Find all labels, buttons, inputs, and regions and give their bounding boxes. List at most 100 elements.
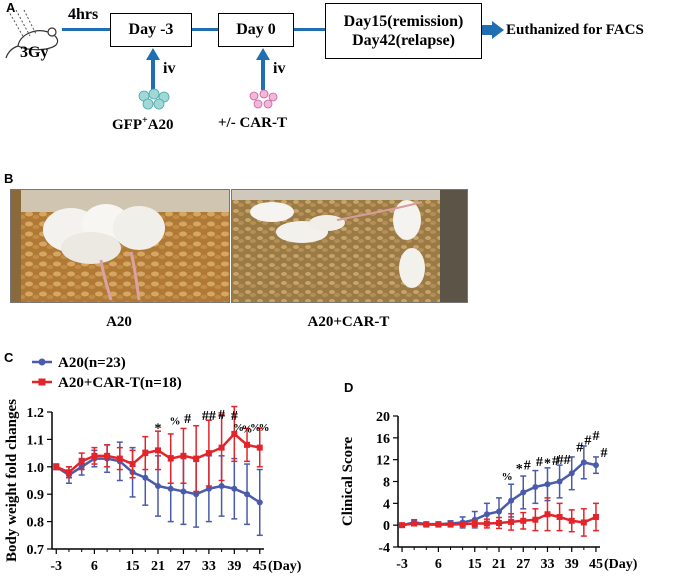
y-tick-label: 20 bbox=[376, 410, 390, 425]
data-point bbox=[155, 482, 161, 489]
x-tick-label: 33 bbox=[540, 557, 554, 572]
step-day15-42: Day15(remission) Day42(relapse) bbox=[325, 3, 482, 59]
data-point bbox=[544, 481, 551, 488]
legend-label-1: A20(n=23) bbox=[58, 355, 126, 371]
data-point bbox=[193, 491, 200, 498]
significance-mark: % bbox=[233, 422, 244, 434]
x-tick-label: 45 bbox=[589, 557, 603, 572]
data-point bbox=[205, 450, 212, 457]
legend-marker bbox=[38, 358, 46, 366]
data-point bbox=[496, 508, 502, 515]
inject1-suffix: A20 bbox=[147, 117, 174, 133]
significance-mark: ## bbox=[202, 409, 216, 424]
x-tick-label: 21 bbox=[151, 559, 165, 574]
data-point bbox=[580, 459, 587, 466]
y-tick-label: 0 bbox=[383, 519, 390, 534]
data-point bbox=[423, 521, 430, 528]
data-point bbox=[218, 482, 225, 489]
data-point bbox=[244, 491, 251, 498]
data-point bbox=[435, 521, 442, 528]
panel-label-b: B bbox=[4, 171, 14, 186]
data-point bbox=[256, 499, 263, 506]
a20-cells-icon bbox=[138, 88, 170, 110]
data-point bbox=[53, 463, 60, 470]
data-point bbox=[520, 517, 527, 524]
data-point bbox=[256, 444, 263, 451]
x-tick-label: 15 bbox=[126, 559, 140, 574]
significance-mark: * bbox=[516, 462, 523, 477]
data-point bbox=[142, 450, 149, 457]
data-point bbox=[244, 441, 251, 448]
data-point bbox=[78, 458, 85, 465]
inject1-label: GFP+A20 bbox=[112, 115, 174, 134]
x-tick-label: 15 bbox=[468, 557, 482, 572]
y-tick-label: 1.2 bbox=[27, 406, 45, 421]
data-point bbox=[231, 485, 238, 492]
data-point bbox=[167, 485, 174, 492]
interval-label: 4hrs bbox=[68, 6, 99, 23]
x-tick-label: 27 bbox=[176, 559, 190, 574]
injection-arrow-2 bbox=[256, 48, 270, 90]
y-tick-label: 4 bbox=[383, 497, 390, 512]
data-point bbox=[592, 462, 599, 469]
data-point bbox=[556, 513, 563, 520]
data-point bbox=[231, 430, 238, 437]
legend-marker bbox=[38, 378, 46, 386]
data-point bbox=[459, 521, 466, 528]
data-point bbox=[167, 455, 174, 462]
significance-mark: % bbox=[502, 471, 513, 483]
data-point bbox=[116, 455, 123, 462]
dose-label: 3Gy bbox=[20, 44, 49, 61]
data-point bbox=[447, 521, 454, 528]
significance-mark: # bbox=[592, 429, 599, 444]
data-point bbox=[180, 452, 187, 459]
significance-mark: # bbox=[184, 412, 191, 427]
significance-mark: * bbox=[155, 422, 162, 437]
route-label-1: iv bbox=[163, 60, 176, 77]
significance-mark: # bbox=[584, 433, 591, 448]
significance-mark: # bbox=[524, 458, 531, 473]
photo-a20-mice bbox=[10, 189, 230, 303]
significance-mark: # bbox=[536, 455, 543, 470]
significance-mark: # bbox=[552, 454, 559, 469]
panel-label-c: C bbox=[4, 350, 14, 365]
data-point bbox=[556, 478, 563, 485]
significance-mark: % bbox=[169, 415, 180, 427]
x-tick-label: 6 bbox=[435, 557, 442, 572]
data-point bbox=[155, 447, 161, 454]
data-point bbox=[399, 522, 406, 529]
y-tick-label: 0.8 bbox=[27, 516, 45, 531]
x-tick-label: -3 bbox=[396, 557, 408, 572]
endpoint-label: Euthanized for FACS bbox=[506, 22, 644, 38]
inject1-sup: + bbox=[142, 115, 148, 126]
x-tick-label: 45 bbox=[253, 559, 267, 574]
data-point bbox=[180, 488, 187, 495]
significance-mark: # bbox=[601, 446, 608, 461]
data-point bbox=[483, 511, 490, 518]
photo-a20-cart-mice bbox=[231, 189, 468, 303]
x-tick-label: 27 bbox=[516, 557, 530, 572]
inject1-prefix: GFP bbox=[112, 117, 142, 133]
y-tick-label: 1.1 bbox=[27, 433, 45, 448]
data-point bbox=[544, 511, 551, 518]
y-tick-label: 0.7 bbox=[27, 543, 45, 558]
clinical-score-chart: -4 0 4 8 12 16 20 -3 6 15 21 27 33 39 45 (Day) Clinical … bbox=[340, 410, 638, 572]
significance-mark: % bbox=[242, 424, 253, 436]
photo-caption-left: A20 bbox=[106, 314, 132, 330]
significance-mark: ## bbox=[557, 453, 571, 468]
data-point bbox=[580, 519, 587, 526]
y-axis-label: Body weight fold changes bbox=[4, 399, 20, 562]
data-point bbox=[471, 520, 478, 527]
significance-mark: % bbox=[250, 422, 261, 434]
panel-label-d: D bbox=[344, 380, 354, 395]
significance-mark: % bbox=[259, 422, 270, 434]
inject2-label: +/- CAR-T bbox=[218, 115, 287, 131]
y-tick-label: 1.0 bbox=[27, 461, 45, 476]
data-point bbox=[508, 497, 515, 504]
x-tick-label: 21 bbox=[492, 557, 506, 572]
data-point bbox=[104, 452, 111, 459]
data-point bbox=[411, 520, 418, 527]
step-day42-label: Day42(relapse) bbox=[352, 32, 455, 49]
legend-label-2: A20+CAR-T(n=18) bbox=[58, 375, 182, 391]
x-tick-label: 39 bbox=[227, 559, 241, 574]
